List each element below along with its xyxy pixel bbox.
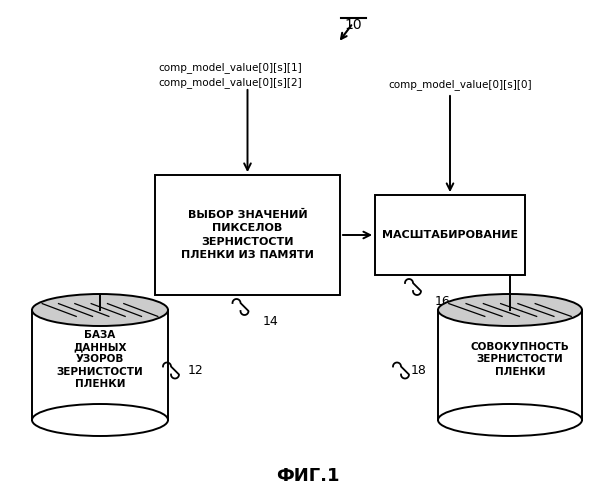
Text: БАЗА
ДАННЫХ
УЗОРОВ
ЗЕРНИСТОСТИ
ПЛЕНКИ: БАЗА ДАННЫХ УЗОРОВ ЗЕРНИСТОСТИ ПЛЕНКИ bbox=[57, 330, 144, 390]
FancyBboxPatch shape bbox=[375, 195, 525, 275]
Text: ФИГ.1: ФИГ.1 bbox=[276, 467, 340, 485]
Text: СОВОКУПНОСТЬ
ЗЕРНИСТОСТИ
ПЛЕНКИ: СОВОКУПНОСТЬ ЗЕРНИСТОСТИ ПЛЕНКИ bbox=[471, 342, 569, 377]
Ellipse shape bbox=[438, 404, 582, 436]
Text: 10: 10 bbox=[344, 18, 362, 32]
Ellipse shape bbox=[438, 294, 582, 326]
Text: 12: 12 bbox=[188, 364, 204, 377]
Ellipse shape bbox=[32, 404, 168, 436]
Text: comp_model_value[0][s][1]
comp_model_value[0][s][2]: comp_model_value[0][s][1] comp_model_val… bbox=[158, 62, 302, 88]
Polygon shape bbox=[438, 310, 582, 420]
Text: 16: 16 bbox=[435, 295, 451, 308]
FancyBboxPatch shape bbox=[155, 175, 340, 295]
Polygon shape bbox=[32, 310, 168, 420]
Text: 18: 18 bbox=[411, 364, 427, 377]
Text: comp_model_value[0][s][0]: comp_model_value[0][s][0] bbox=[388, 80, 532, 90]
Ellipse shape bbox=[32, 294, 168, 326]
Text: МАСШТАБИРОВАНИЕ: МАСШТАБИРОВАНИЕ bbox=[382, 230, 518, 240]
Text: 14: 14 bbox=[262, 315, 278, 328]
Text: ВЫБОР ЗНАЧЕНИЙ
ПИКСЕЛОВ
ЗЕРНИСТОСТИ
ПЛЕНКИ ИЗ ПАМЯТИ: ВЫБОР ЗНАЧЕНИЙ ПИКСЕЛОВ ЗЕРНИСТОСТИ ПЛЕН… bbox=[181, 210, 314, 260]
